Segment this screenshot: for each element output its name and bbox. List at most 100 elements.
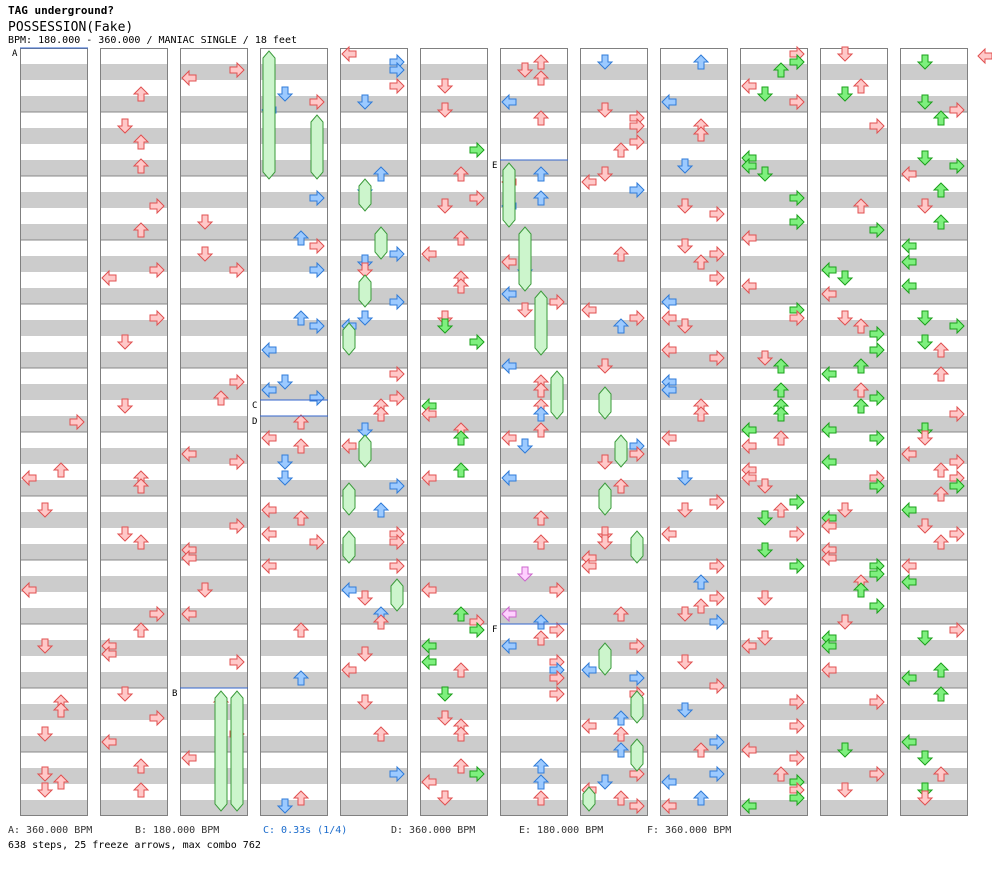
- arrow-left-icon: [581, 301, 597, 319]
- arrow-up-icon: [612, 742, 630, 758]
- stripe: [420, 288, 488, 304]
- arrow-right-icon: [789, 557, 805, 575]
- arrow-down-icon: [676, 502, 694, 518]
- arrow-right-icon: [709, 245, 725, 263]
- arrow-down-icon: [356, 94, 374, 110]
- arrow-right-icon: [229, 61, 245, 79]
- stripe: [660, 512, 728, 528]
- stripe: [500, 480, 568, 496]
- arrow-right-icon: [869, 477, 885, 495]
- arrow-left-icon: [101, 645, 117, 663]
- arrow-left-icon: [181, 69, 197, 87]
- arrow-left-icon: [901, 277, 917, 295]
- arrow-right-icon: [789, 789, 805, 807]
- arrow-left-icon: [261, 501, 277, 519]
- arrow-right-icon: [949, 405, 965, 423]
- freeze-arrow-icon: [630, 530, 644, 564]
- stripe: [100, 320, 168, 336]
- arrow-left-icon: [101, 733, 117, 751]
- arrow-right-icon: [309, 261, 325, 279]
- stripe: [900, 288, 968, 304]
- arrow-left-icon: [661, 525, 677, 543]
- arrow-up-icon: [692, 54, 710, 70]
- stripe: [500, 224, 568, 240]
- arrow-left-icon: [661, 381, 677, 399]
- arrow-right-icon: [869, 325, 885, 343]
- arrow-down-icon: [676, 318, 694, 334]
- stripe: [500, 640, 568, 656]
- stripe: [20, 224, 88, 240]
- arrow-right-icon: [309, 93, 325, 111]
- freeze-arrow-icon: [598, 642, 612, 676]
- stripe: [580, 288, 648, 304]
- arrow-up-icon: [52, 774, 70, 790]
- freeze-arrow-icon: [550, 370, 564, 420]
- arrow-down-icon: [116, 398, 134, 414]
- arrow-right-icon: [149, 197, 165, 215]
- stripe: [660, 160, 728, 176]
- arrow-left-icon: [741, 229, 757, 247]
- arrow-right-icon: [149, 709, 165, 727]
- arrow-up-icon: [372, 614, 390, 630]
- arrow-left-icon: [341, 45, 357, 63]
- column-border: [420, 48, 488, 816]
- arrow-up-icon: [772, 766, 790, 782]
- arrow-left-icon: [821, 285, 837, 303]
- stripe: [180, 352, 248, 368]
- stripe: [420, 704, 488, 720]
- freeze-arrow-icon: [598, 482, 612, 516]
- stripe: [740, 128, 808, 144]
- arrow-up-icon: [612, 318, 630, 334]
- stripe: [820, 704, 888, 720]
- column-border: [820, 48, 888, 816]
- stripe: [260, 352, 328, 368]
- arrow-up-icon: [292, 510, 310, 526]
- stripe: [20, 384, 88, 400]
- arrow-right-icon: [629, 797, 645, 815]
- arrow-down-icon: [196, 582, 214, 598]
- song-artist: TAG underground?: [8, 4, 114, 17]
- arrow-left-icon: [501, 605, 517, 623]
- stripe: [420, 320, 488, 336]
- stripe: [500, 160, 568, 176]
- arrow-right-icon: [789, 493, 805, 511]
- stripe: [420, 160, 488, 176]
- stripe: [20, 160, 88, 176]
- arrow-down-icon: [356, 422, 374, 438]
- arrow-down-icon: [356, 590, 374, 606]
- arrow-down-icon: [916, 94, 934, 110]
- stripe: [100, 768, 168, 784]
- arrow-up-icon: [932, 214, 950, 230]
- arrow-up-icon: [132, 134, 150, 150]
- arrow-right-icon: [629, 637, 645, 655]
- arrow-up-icon: [692, 254, 710, 270]
- arrow-up-icon: [692, 598, 710, 614]
- stripe: [500, 96, 568, 112]
- arrow-up-icon: [132, 222, 150, 238]
- stripe: [260, 800, 328, 816]
- arrow-down-icon: [436, 318, 454, 334]
- stripe: [660, 256, 728, 272]
- stripe: [500, 768, 568, 784]
- stripe: [500, 352, 568, 368]
- stripe: [340, 256, 408, 272]
- arrow-right-icon: [469, 765, 485, 783]
- freeze-arrow-icon: [582, 786, 596, 812]
- arrow-up-icon: [692, 126, 710, 142]
- stripe: [500, 128, 568, 144]
- arrow-left-icon: [261, 381, 277, 399]
- stripe: [260, 64, 328, 80]
- chart-meta: BPM: 180.000 - 360.000 / MANIAC SINGLE /…: [8, 35, 297, 46]
- arrow-left-icon: [901, 669, 917, 687]
- arrow-left-icon: [661, 429, 677, 447]
- arrow-up-icon: [292, 438, 310, 454]
- arrow-left-icon: [581, 717, 597, 735]
- stripe: [100, 576, 168, 592]
- stripe: [20, 96, 88, 112]
- stripe: [660, 544, 728, 560]
- freeze-arrow-icon: [342, 322, 356, 356]
- speed-marker-label: F: [492, 625, 497, 635]
- arrow-right-icon: [229, 261, 245, 279]
- arrow-right-icon: [469, 333, 485, 351]
- stripe: [900, 768, 968, 784]
